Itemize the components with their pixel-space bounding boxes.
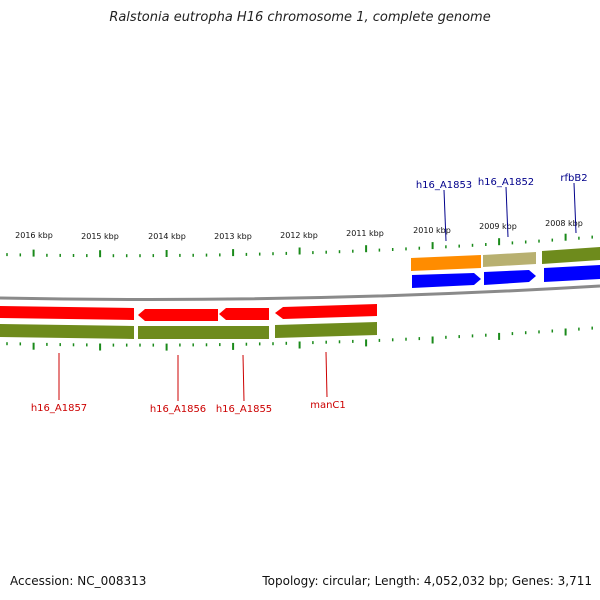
scale-label-2013: 2013 kbp [214,232,252,241]
leader-manC1 [325,351,328,398]
cds-rfbB2[interactable] [544,265,600,282]
scale-label-2014: 2014 kbp [148,232,186,241]
label-rfbB2[interactable]: rfbB2 [560,173,587,184]
label-h16_A1855[interactable]: h16_A1855 [216,404,272,415]
scale-label-2012: 2012 kbp [280,231,318,240]
page-title: Ralstonia eutropha H16 chromosome 1, com… [109,10,491,25]
cds-h16_A1853[interactable] [412,273,481,288]
genome-summary-text: Topology: circular; Length: 4,052,032 bp… [262,574,592,588]
scale-labels: 2016 kbp 2015 kbp 2014 kbp 2013 kbp 2012… [15,219,583,241]
leader-h16_A1852 [505,186,509,238]
cds-h16_A1857[interactable] [0,306,134,320]
cds-manC1[interactable] [275,304,377,319]
leader-h16_A1853 [443,189,447,242]
cds-h16_A1852[interactable] [484,270,536,285]
scale-label-2010: 2010 kbp [413,226,451,235]
label-h16_A1857[interactable]: h16_A1857 [31,403,87,414]
label-h16_A1856[interactable]: h16_A1856 [150,404,206,415]
label-h16_A1852[interactable]: h16_A1852 [478,177,534,188]
feature-orange [411,255,481,271]
label-manC1[interactable]: manC1 [310,400,346,411]
feature-gene-manC1 [275,322,377,338]
reverse-labels: h16_A1857 h16_A1856 h16_A1855 manC1 [31,351,346,415]
scale-label-2016: 2016 kbp [15,231,53,240]
cds-h16_A1855[interactable] [219,308,269,320]
ticks-top [6,233,593,258]
scale-label-2011: 2011 kbp [346,229,384,238]
accession-text: Accession: NC_008313 [10,574,147,588]
forward-features [411,247,600,288]
forward-labels: h16_A1853 h16_A1852 rfbB2 [416,173,588,242]
leader-h16_A1855 [242,354,245,402]
chromosome-backbone [0,284,600,301]
cds-h16_A1856[interactable] [138,309,218,321]
reverse-features [0,304,377,339]
ticks-bottom [6,326,593,351]
leader-rfbB2 [573,182,577,234]
feature-gene-rfbB2 [542,247,600,264]
feature-gene-h16_A1856 [138,326,269,339]
scale-label-2009: 2009 kbp [479,222,517,231]
scale-label-2015: 2015 kbp [81,232,119,241]
feature-gene-h16_A1857 [0,324,134,339]
scale-label-2008: 2008 kbp [545,219,583,228]
feature-khaki [483,252,536,267]
label-h16_A1853[interactable]: h16_A1853 [416,180,472,191]
